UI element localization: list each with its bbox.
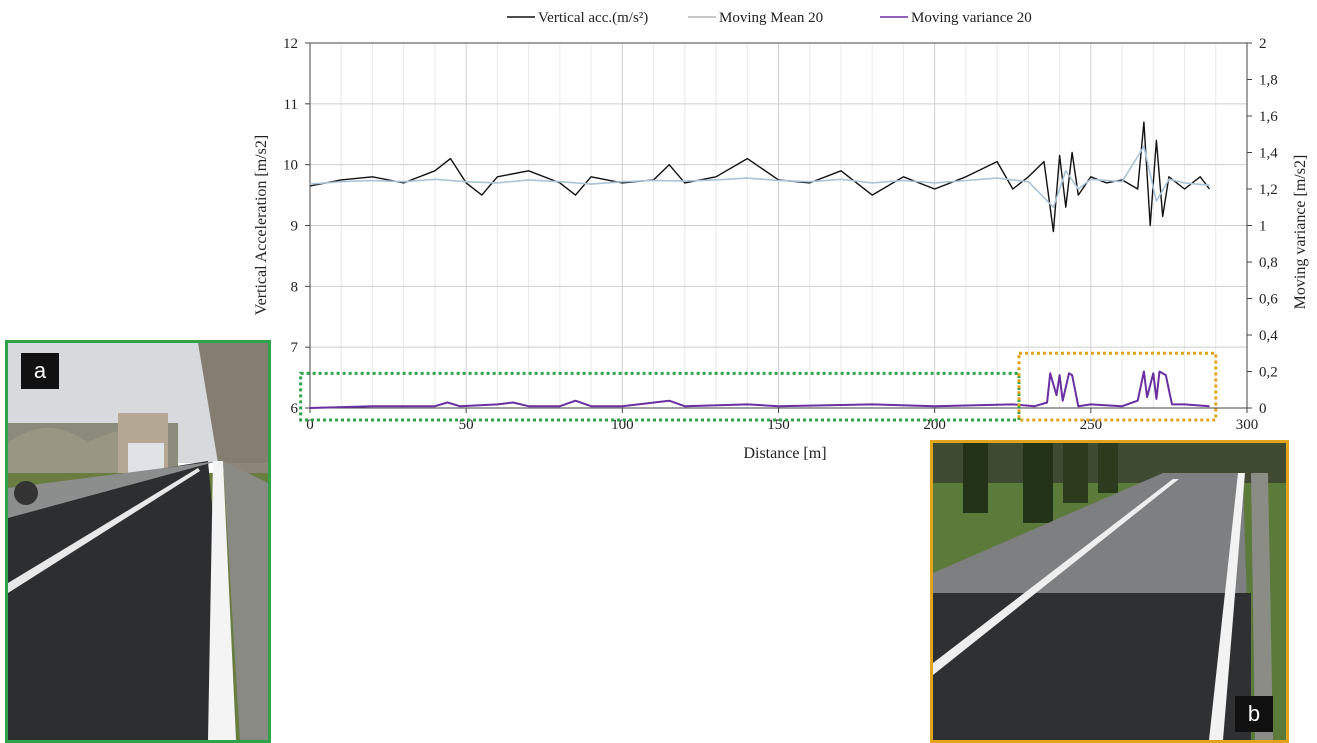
y-axis-left: 6 7 8 9 10 11 12 xyxy=(283,36,310,417)
y-right-tick-label: 2 xyxy=(1259,36,1267,52)
y-right-tick-label: 1,6 xyxy=(1259,109,1278,125)
x-tick-label: 250 xyxy=(1080,417,1103,433)
x-tick-label: 50 xyxy=(459,417,474,433)
legend-label: Moving Mean 20 xyxy=(719,10,823,26)
legend-label: Vertical acc.(m/s²) xyxy=(538,10,648,26)
y-right-tick-label: 0,4 xyxy=(1259,328,1278,344)
x-tick-label: 0 xyxy=(306,417,314,433)
y-right-tick-label: 1,2 xyxy=(1259,182,1278,198)
x-tick-label: 300 xyxy=(1236,417,1259,433)
series-lines xyxy=(309,121,1211,409)
smooth-section-box xyxy=(299,371,1021,422)
road-photo-a-illustration xyxy=(8,343,268,740)
photo-smooth-road: a xyxy=(5,340,271,743)
damaged-section-box xyxy=(1017,351,1218,422)
y-right-tick-label: 1 xyxy=(1259,219,1267,235)
y-right-tick-label: 0,2 xyxy=(1259,365,1278,381)
y-right-tick-label: 0,8 xyxy=(1259,255,1278,271)
legend: Vertical acc.(m/s²) Moving Mean 20 Moving … xyxy=(507,10,1032,26)
photo-damaged-road: b xyxy=(930,440,1289,743)
gridlines xyxy=(309,42,1248,409)
y-left-tick-label: 10 xyxy=(283,158,298,174)
y-axis-right-title: Moving variance [m/s2] xyxy=(1292,155,1309,310)
y-left-tick-label: 12 xyxy=(283,36,298,52)
series-moving-mean xyxy=(309,145,1210,208)
y-right-tick-label: 1,8 xyxy=(1259,73,1278,89)
highlight-boxes xyxy=(299,351,1218,422)
road-photo-b-illustration xyxy=(933,443,1286,740)
y-left-tick-label: 6 xyxy=(291,401,299,417)
photo-a-label: a xyxy=(21,353,59,389)
y-axis-left-title: Vertical Acceleration [m/s2] xyxy=(253,135,270,315)
x-tick-label: 150 xyxy=(767,417,790,433)
y-left-tick-label: 8 xyxy=(291,279,299,295)
series-vertical-acc xyxy=(309,121,1211,233)
y-left-tick-label: 7 xyxy=(291,340,299,356)
y-right-tick-label: 1,4 xyxy=(1259,146,1278,162)
y-right-tick-label: 0,6 xyxy=(1259,292,1278,308)
y-left-tick-label: 9 xyxy=(291,219,299,235)
photo-b-label: b xyxy=(1235,696,1273,732)
x-axis-title: Distance [m] xyxy=(743,445,826,462)
series-moving-variance xyxy=(309,370,1210,409)
y-axis-right: 0 0,2 0,4 0,6 0,8 1 1,2 1,4 1,6 1,8 2 xyxy=(1247,36,1278,417)
y-left-tick-label: 11 xyxy=(284,97,298,113)
legend-label: Moving variance 20 xyxy=(911,10,1032,26)
x-tick-label: 100 xyxy=(611,417,634,433)
y-right-tick-label: 0 xyxy=(1259,401,1267,417)
